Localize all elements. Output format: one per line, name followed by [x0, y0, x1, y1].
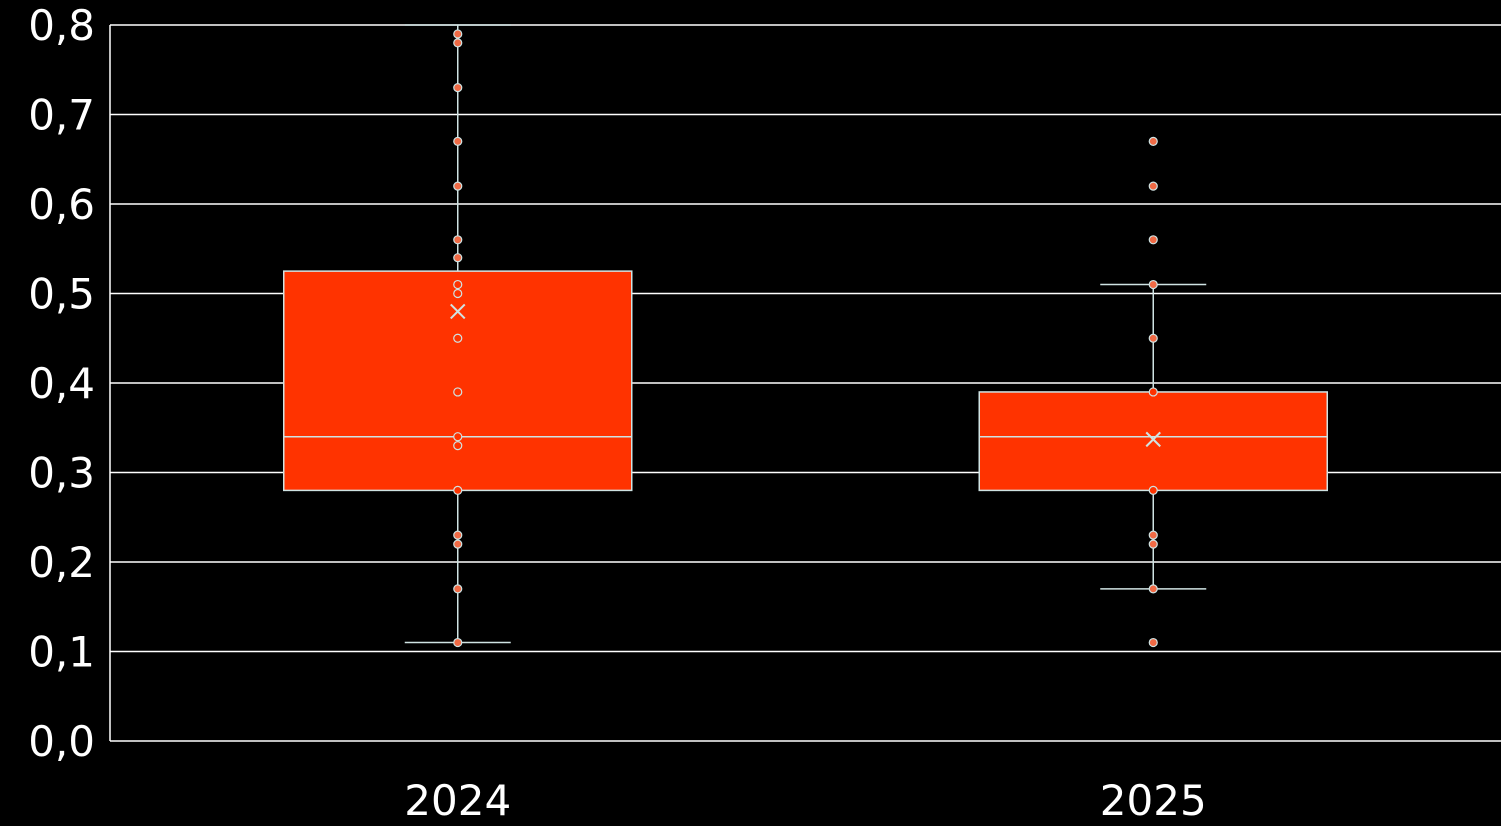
data-point — [1148, 539, 1158, 549]
y-axis-tick-labels: 0,0 0,1 0,2 0,3 0,4 0,5 0,6 0,7 0,8 — [28, 1, 95, 766]
data-point — [453, 38, 463, 48]
y-tick-label: 0,5 — [28, 270, 95, 319]
data-point — [1148, 235, 1158, 245]
data-point — [453, 333, 463, 343]
y-tick-label: 0,4 — [28, 359, 95, 408]
data-point — [1148, 530, 1158, 540]
data-point — [453, 485, 463, 495]
data-point — [1148, 181, 1158, 191]
data-point — [1148, 136, 1158, 146]
data-point — [1148, 485, 1158, 495]
x-tick-label: 2024 — [404, 776, 511, 825]
y-tick-label: 0,0 — [28, 717, 95, 766]
data-point — [1148, 584, 1158, 594]
box-2025 — [978, 136, 1328, 648]
x-tick-label: 2025 — [1100, 776, 1207, 825]
y-tick-label: 0,1 — [28, 628, 95, 677]
axes — [109, 25, 1501, 742]
data-point — [453, 279, 463, 290]
y-tick-label: 0,7 — [28, 91, 95, 140]
y-tick-label: 0,2 — [28, 538, 95, 587]
data-point — [453, 387, 463, 397]
data-point — [453, 181, 463, 191]
mean-marker — [450, 303, 466, 320]
x-axis-tick-labels: 2024 2025 — [404, 776, 1206, 825]
data-point — [1148, 637, 1158, 648]
data-point — [453, 539, 463, 549]
box-rect — [283, 270, 633, 492]
data-point — [453, 530, 463, 540]
data-point — [453, 584, 463, 594]
data-point — [453, 235, 463, 245]
data-point — [453, 83, 463, 93]
mean-marker — [1145, 431, 1161, 448]
data-point — [453, 136, 463, 146]
data-point — [453, 637, 463, 648]
data-point — [1148, 387, 1158, 397]
boxes — [283, 24, 1328, 648]
y-tick-label: 0,3 — [28, 449, 95, 498]
box-2024 — [283, 24, 633, 648]
data-point — [453, 253, 463, 263]
y-tick-label: 0,8 — [28, 1, 95, 50]
y-tick-label: 0,6 — [28, 180, 95, 229]
data-point — [453, 288, 463, 299]
data-point — [453, 29, 463, 39]
box-rect — [978, 391, 1328, 492]
data-point — [453, 441, 463, 451]
data-point — [1148, 333, 1158, 343]
data-point — [1148, 279, 1158, 290]
data-point — [453, 432, 463, 442]
